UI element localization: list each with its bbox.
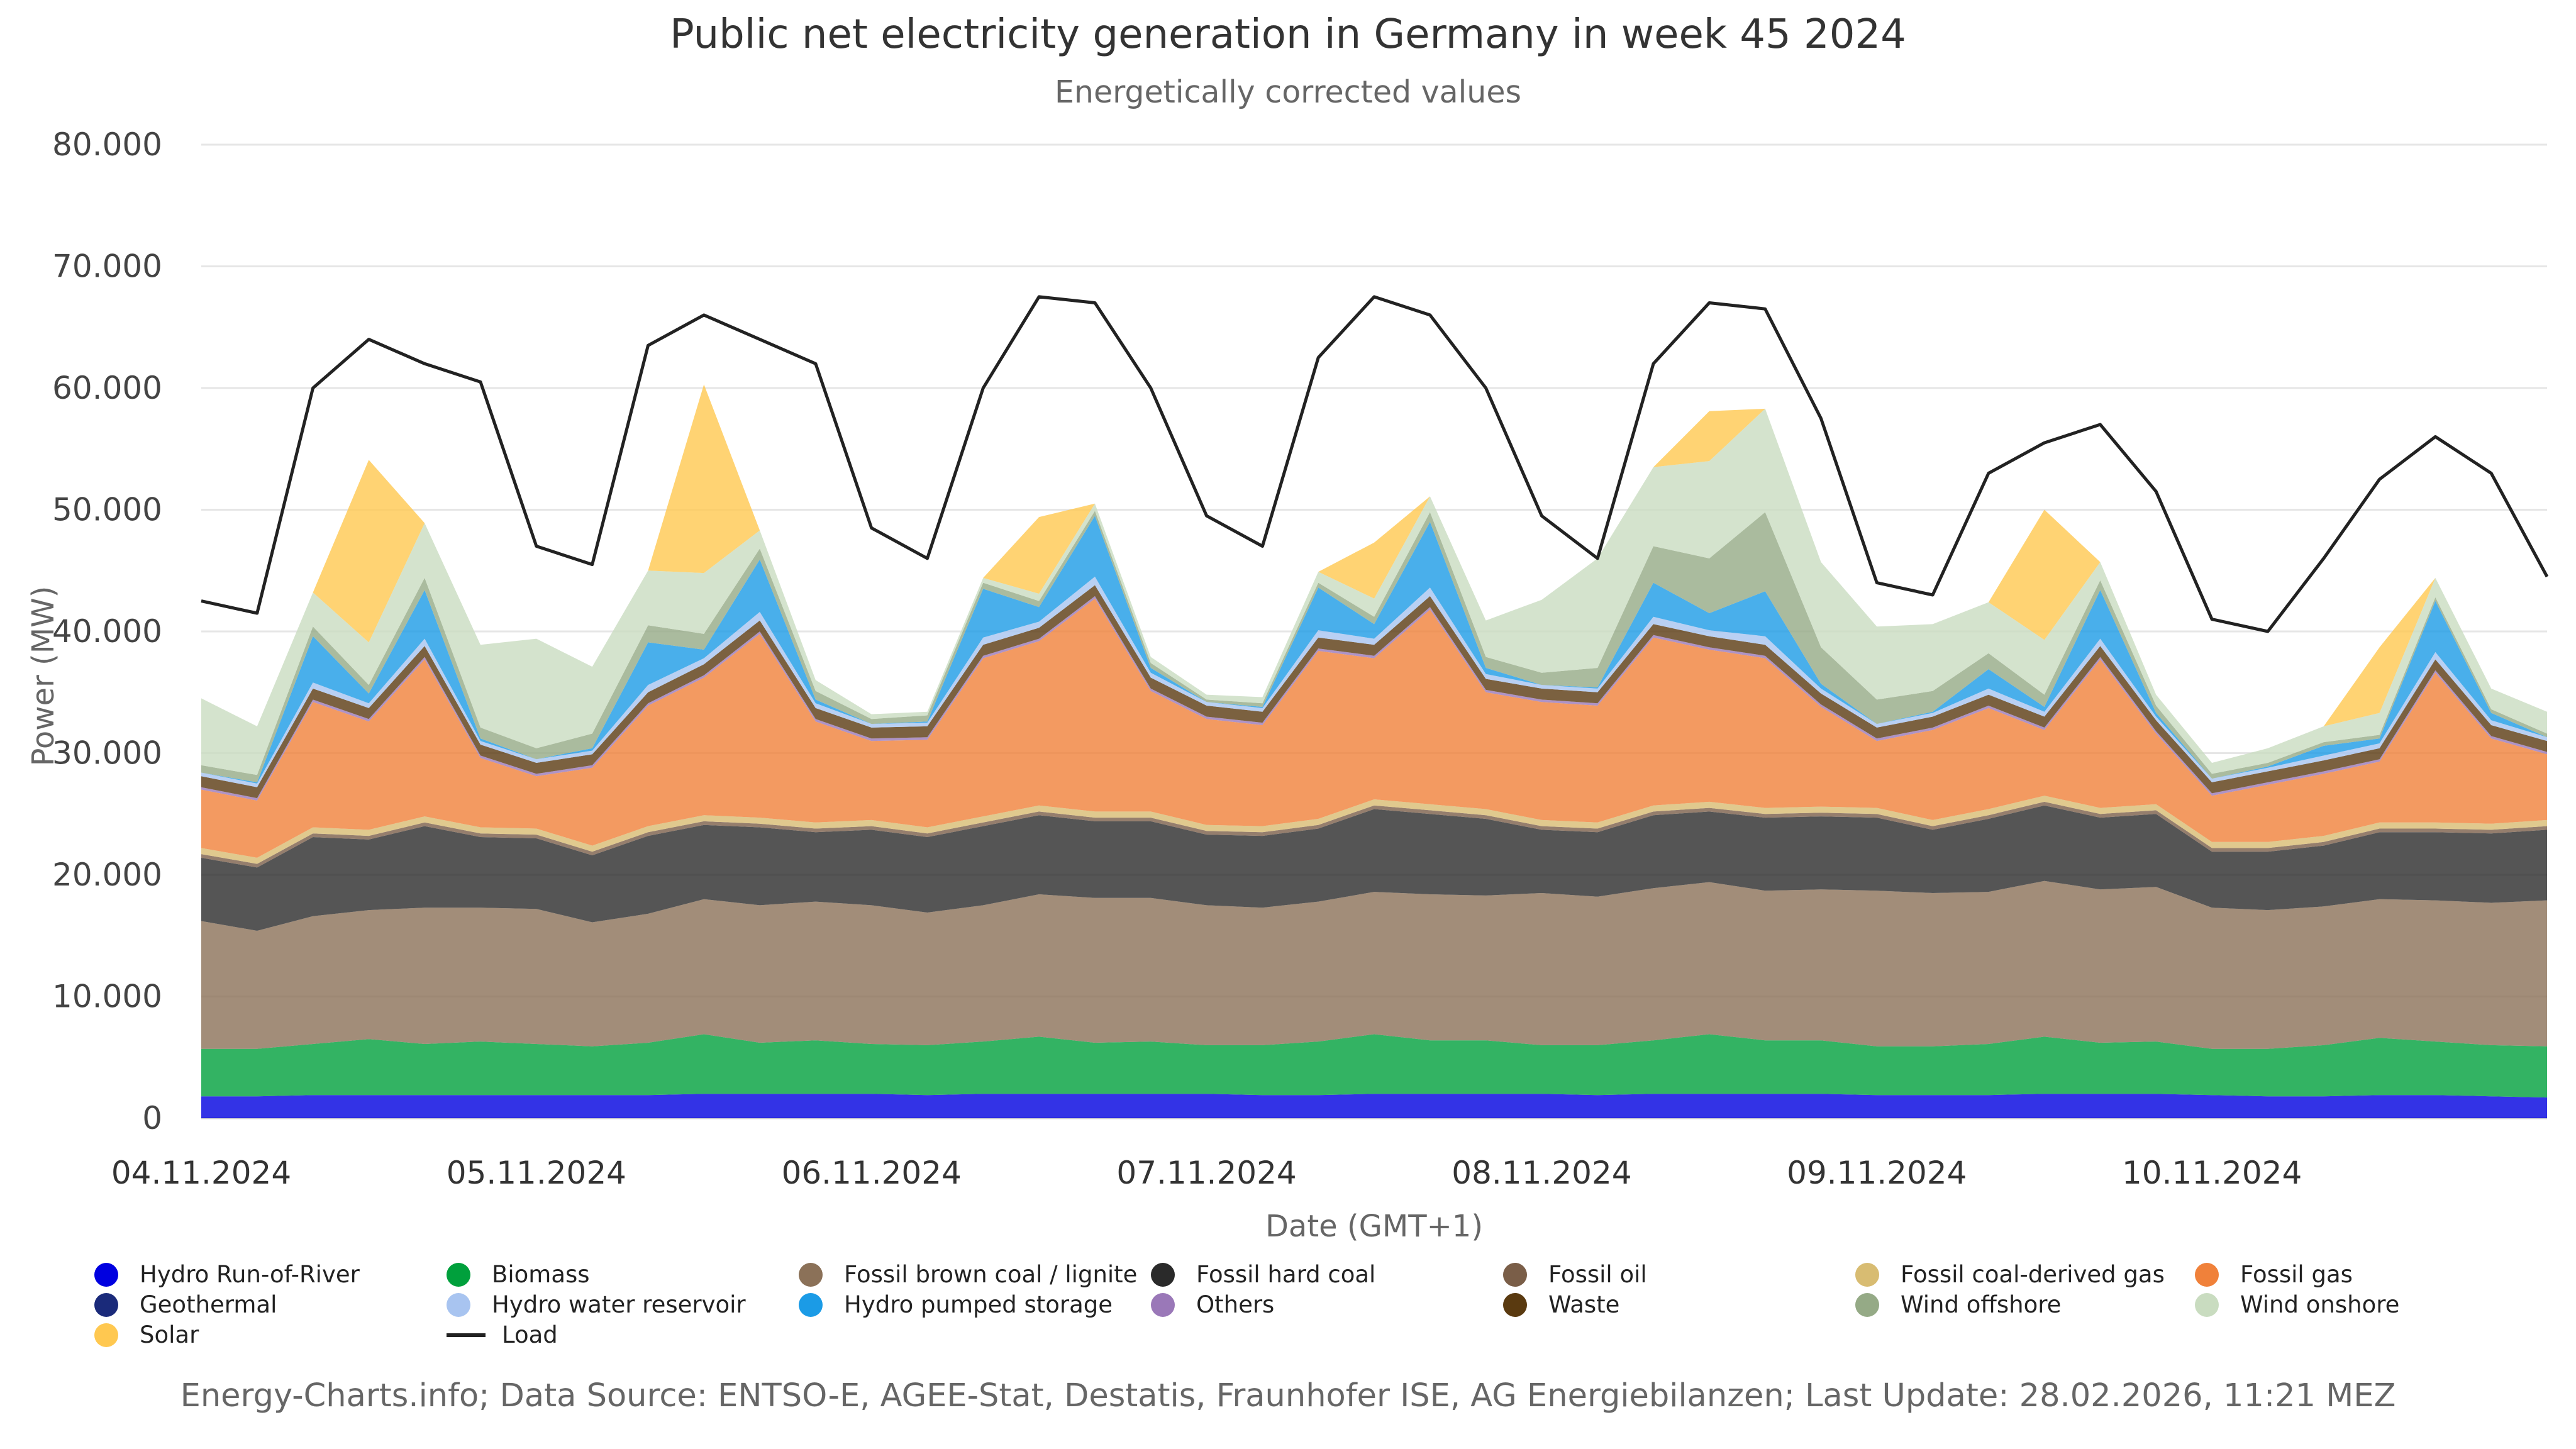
legend-label: Load xyxy=(502,1321,558,1348)
legend-label: Waste xyxy=(1548,1291,1620,1318)
legend-swatch xyxy=(2195,1292,2219,1317)
legend-label: Hydro pumped storage xyxy=(844,1291,1113,1318)
x-tick-label: 10.11.2024 xyxy=(2122,1155,2302,1191)
legend-item[interactable]: Fossil coal-derived gas xyxy=(1855,1260,2165,1288)
area-wind-onshore xyxy=(201,408,2547,775)
legend-item[interactable]: Biomass xyxy=(447,1260,590,1288)
legend-item[interactable]: Hydro Run-of-River xyxy=(94,1260,360,1288)
x-tick-label: 06.11.2024 xyxy=(782,1155,962,1191)
y-tick-label: 50.000 xyxy=(52,492,162,528)
legend-label: Geothermal xyxy=(140,1291,277,1318)
chart-subtitle: Energetically corrected values xyxy=(1054,74,1522,110)
y-tick-label: 80.000 xyxy=(52,126,162,163)
legend-swatch xyxy=(799,1262,823,1287)
area-waste xyxy=(201,585,2547,799)
legend-label: Fossil coal-derived gas xyxy=(1901,1261,2165,1288)
line-layer xyxy=(201,295,2549,633)
load-line xyxy=(201,295,2549,633)
y-tick-label: 60.000 xyxy=(52,370,162,406)
legend-swatch xyxy=(2195,1262,2219,1287)
x-tick-label: 08.11.2024 xyxy=(1452,1155,1631,1191)
legend-item[interactable]: Solar xyxy=(94,1320,199,1348)
area-layer xyxy=(201,384,2547,1118)
legend-item[interactable]: Hydro pumped storage xyxy=(799,1290,1113,1318)
legend-item[interactable]: Hydro water reservoir xyxy=(447,1290,746,1318)
legend-item[interactable]: Load xyxy=(447,1320,558,1348)
legend-label: Hydro water reservoir xyxy=(492,1291,746,1318)
legend-label: Solar xyxy=(140,1321,199,1348)
legend-label: Wind onshore xyxy=(2240,1291,2400,1318)
x-tick-label: 04.11.2024 xyxy=(111,1155,291,1191)
legend-item[interactable]: Geothermal xyxy=(94,1290,277,1318)
legend-swatch xyxy=(447,1292,470,1317)
legend-item[interactable]: Fossil hard coal xyxy=(1151,1260,1375,1288)
legend-swatch xyxy=(1503,1292,1527,1317)
y-tick-label: 30.000 xyxy=(52,735,162,772)
legend-label: Fossil brown coal / lignite xyxy=(844,1261,1138,1288)
legend-label: Others xyxy=(1196,1291,1275,1318)
x-tick-label: 09.11.2024 xyxy=(1787,1155,1967,1191)
area-fossil-hard-coal xyxy=(201,805,2547,931)
area-fossil-brown-coal-lignite xyxy=(201,880,2547,1049)
y-tick-label: 40.000 xyxy=(52,613,162,650)
legend-item[interactable]: Wind onshore xyxy=(2195,1290,2399,1318)
legend-item[interactable]: Fossil gas xyxy=(2195,1260,2353,1288)
y-tick-label: 70.000 xyxy=(52,248,162,285)
area-hydro-pumped-storage xyxy=(201,516,2547,784)
y-tick-label: 20.000 xyxy=(52,857,162,893)
legend-label: Fossil gas xyxy=(2240,1261,2353,1288)
area-solar xyxy=(201,384,2547,763)
area-fossil-gas xyxy=(201,598,2547,858)
legend-label: Wind offshore xyxy=(1901,1291,2062,1318)
source-footer: Energy-Charts.info; Data Source: ENTSO-E… xyxy=(180,1377,2396,1414)
legend-label: Fossil oil xyxy=(1548,1261,1647,1288)
legend-label: Biomass xyxy=(492,1261,590,1288)
x-axis-title: Date (GMT+1) xyxy=(1265,1209,1483,1244)
legend-label: Fossil hard coal xyxy=(1196,1261,1376,1288)
legend-swatch xyxy=(1151,1262,1175,1287)
legend-item[interactable]: Others xyxy=(1151,1290,1274,1318)
legend-swatch xyxy=(799,1292,823,1317)
legend-label: Hydro Run-of-River xyxy=(140,1261,360,1288)
legend-item[interactable]: Fossil oil xyxy=(1503,1260,1647,1288)
legend-swatch xyxy=(94,1292,118,1317)
area-biomass xyxy=(201,1034,2547,1098)
legend-swatch xyxy=(94,1323,118,1347)
legend-swatch xyxy=(447,1333,486,1337)
legend-swatch xyxy=(1503,1262,1527,1287)
legend-swatch xyxy=(1151,1292,1175,1317)
legend-swatch xyxy=(94,1262,118,1287)
legend-swatch xyxy=(447,1262,470,1287)
x-tick-label: 07.11.2024 xyxy=(1116,1155,1296,1191)
legend-item[interactable]: Wind offshore xyxy=(1855,1290,2061,1318)
legend-swatch xyxy=(1855,1262,1879,1287)
axis-layer: 0 10.000 20.000 30.000 40.000 50.000 60.000 70.… xyxy=(52,126,2302,1191)
legend-swatch xyxy=(1855,1292,1879,1317)
legend-item[interactable]: Fossil brown coal / lignite xyxy=(799,1260,1137,1288)
chart-title: Public net electricity generation in Ger… xyxy=(670,11,1906,58)
area-hydro-run-of-river xyxy=(201,1094,2547,1118)
legend-item[interactable]: Waste xyxy=(1503,1290,1619,1318)
y-axis-title: Power (MW) xyxy=(26,586,61,767)
x-tick-label: 05.11.2024 xyxy=(447,1155,626,1191)
y-tick-label: 0 xyxy=(142,1100,162,1136)
y-tick-label: 10.000 xyxy=(52,979,162,1015)
